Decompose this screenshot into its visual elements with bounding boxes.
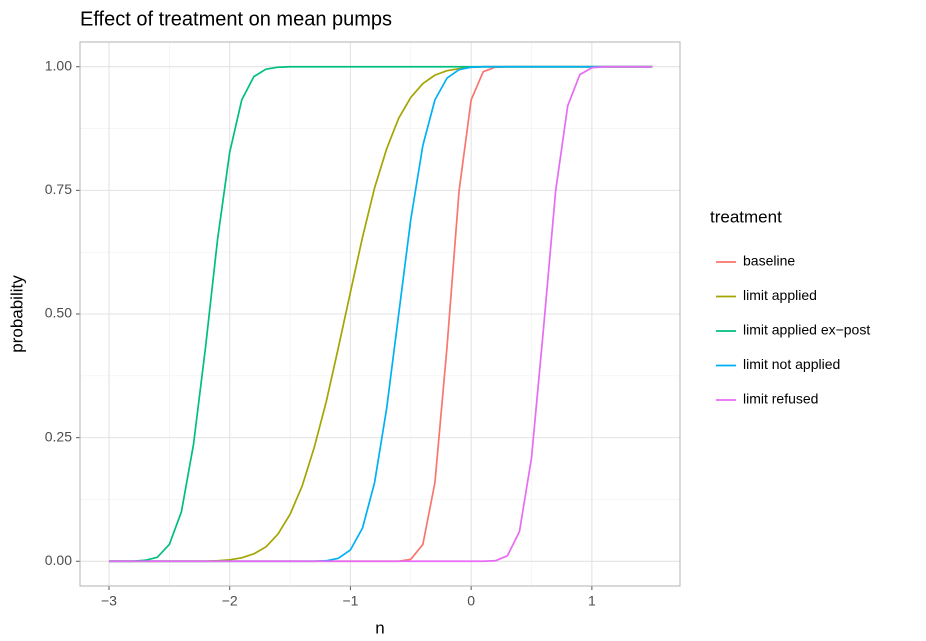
- y-tick-label: 0.25: [45, 428, 72, 444]
- x-tick-label: −2: [222, 593, 238, 609]
- legend-label: limit refused: [743, 391, 818, 407]
- y-axis-label: probability: [7, 275, 26, 353]
- y-tick-label: 1.00: [45, 57, 72, 73]
- y-tick-label: 0.75: [45, 181, 72, 197]
- panel-border: [79, 41, 681, 587]
- x-axis-label: n: [375, 618, 384, 637]
- x-tick-label: 1: [588, 593, 596, 609]
- x-tick-label: 0: [467, 593, 475, 609]
- y-tick-label: 0.00: [45, 552, 72, 568]
- x-tick-label: −1: [342, 593, 358, 609]
- legend-label: limit not applied: [743, 356, 840, 372]
- legend-label: baseline: [743, 253, 795, 269]
- x-tick-label: −3: [101, 593, 117, 609]
- y-tick-label: 0.50: [45, 305, 72, 321]
- chart-title: Effect of treatment on mean pumps: [80, 8, 392, 30]
- legend-label: limit applied: [743, 287, 817, 303]
- legend-title: treatment: [710, 207, 782, 226]
- legend-label: limit applied ex−post: [743, 322, 870, 338]
- series-line: [108, 65, 653, 563]
